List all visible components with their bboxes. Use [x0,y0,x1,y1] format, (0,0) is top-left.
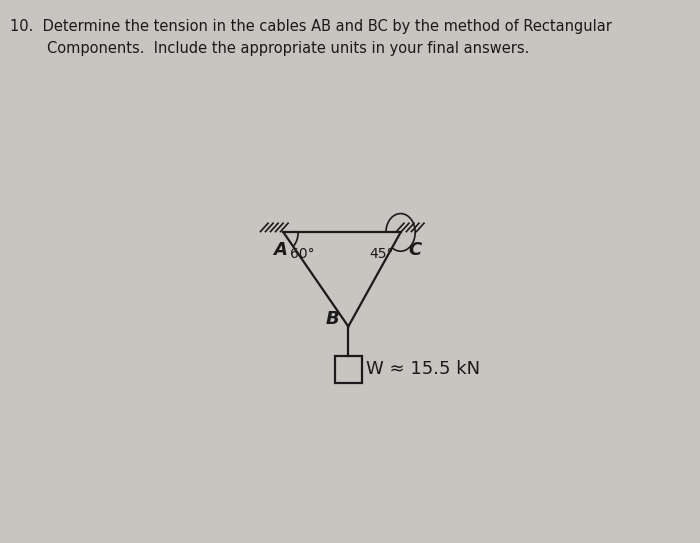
Text: 60°: 60° [290,247,314,261]
Text: 45°: 45° [369,247,393,261]
Text: B: B [326,311,339,329]
Text: W ≈ 15.5 kN: W ≈ 15.5 kN [366,359,480,377]
Text: C: C [408,242,421,260]
Text: A: A [273,242,287,260]
Bar [335,356,362,383]
Text: Components.  Include the appropriate units in your final answers.: Components. Include the appropriate unit… [10,41,530,56]
Text: 10.  Determine the tension in the cables AB and BC by the method of Rectangular: 10. Determine the tension in the cables … [10,19,612,34]
